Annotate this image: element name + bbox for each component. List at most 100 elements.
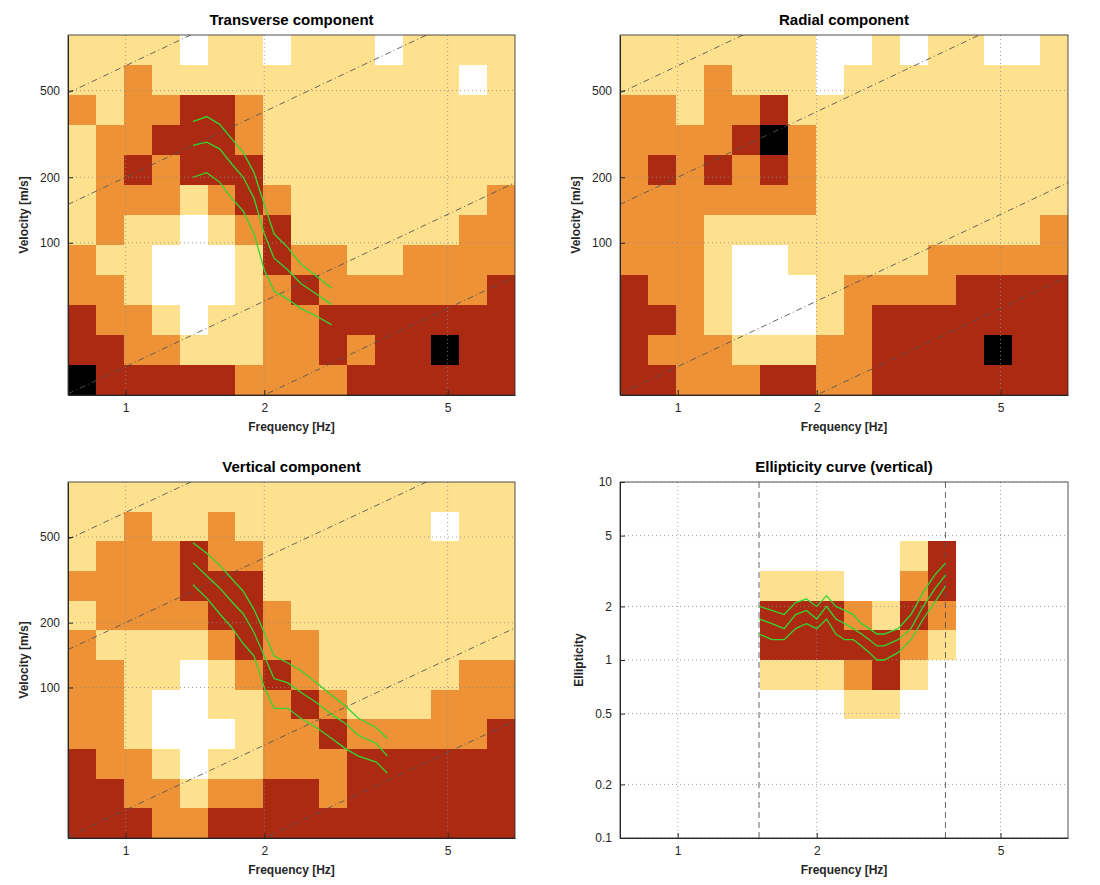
heatmap-cell [347, 719, 375, 749]
heatmap-cell [403, 601, 431, 631]
y-tick-mark [620, 660, 625, 661]
heatmap-cell [816, 541, 844, 571]
heatmap-cell [96, 690, 124, 720]
heatmap-cell [208, 779, 235, 809]
heatmap-cell [375, 512, 403, 542]
heatmap-cell [760, 305, 787, 335]
heatmap-cell [291, 660, 319, 690]
plot-frame [68, 482, 515, 838]
heatmap-cell [319, 779, 347, 809]
heatmap-cell [1012, 125, 1040, 155]
heatmap-cell [124, 125, 152, 155]
heatmap-cell [152, 215, 180, 245]
wavelength-line [68, 35, 515, 93]
heatmap-cell [648, 690, 676, 720]
heatmap-cell [844, 185, 872, 215]
heatmap-cell [788, 305, 816, 335]
heatmap-cell [124, 541, 152, 571]
x-axis: 125 [69, 833, 516, 858]
heatmap-cell [459, 808, 487, 838]
heatmap-cell [487, 482, 515, 512]
x-tick-mark [264, 833, 265, 838]
heatmap-cell [96, 125, 124, 155]
heatmap [620, 482, 1068, 838]
heatmap-cell [872, 185, 900, 215]
heatmap-cell [732, 749, 760, 779]
heatmap-cell [68, 245, 96, 275]
heatmap-cell [900, 275, 928, 305]
heatmap-cell [180, 275, 208, 305]
heatmap-cell [760, 512, 787, 542]
heatmap-cell [1012, 275, 1040, 305]
heatmap-cell [984, 779, 1012, 808]
heatmap-cell [676, 779, 704, 808]
y-tick: 5 [605, 529, 625, 543]
wavelength-line [68, 183, 515, 394]
x-tick-mark [1001, 833, 1002, 838]
heatmap-cell [319, 35, 347, 65]
heatmap-cell [403, 95, 431, 125]
heatmap-cell [124, 749, 152, 779]
heatmap-cell [347, 95, 375, 125]
y-axis-title: Velocity [m/s] [17, 176, 31, 253]
heatmap-cell [844, 779, 872, 808]
heatmap-cell [375, 65, 403, 95]
heatmap-cell [816, 185, 844, 215]
heatmap-cell [732, 155, 760, 185]
heatmap-cell [319, 749, 347, 779]
heatmap-cell [648, 35, 676, 65]
heatmap-cell [459, 482, 487, 512]
heatmap-cell [704, 660, 732, 690]
heatmap-cell [844, 660, 872, 690]
heatmap-cell [620, 541, 648, 571]
heatmap-cell [263, 365, 291, 395]
heatmap-cell [1012, 215, 1040, 245]
heatmap-cell [928, 779, 956, 808]
heatmap-cell [459, 719, 487, 749]
heatmap-cell [760, 95, 787, 125]
wavelength-line [620, 183, 1068, 394]
heatmap-cell [928, 335, 956, 365]
heatmap-cell [208, 482, 235, 512]
y-tick: 2 [605, 600, 625, 614]
heatmap-cell [152, 155, 180, 185]
heatmap-cell [487, 275, 515, 305]
heatmap-cell [263, 35, 291, 65]
heatmap-cell [648, 660, 676, 690]
heatmap-cell [900, 95, 928, 125]
heatmap-cell [96, 541, 124, 571]
x-tick-mark [1001, 390, 1002, 395]
heatmap-cell [459, 125, 487, 155]
heatmap-cell [347, 601, 375, 631]
x-grid-line [677, 35, 678, 395]
heatmap-cell [872, 35, 900, 65]
heatmap-cell [1012, 305, 1040, 335]
heatmap-cell [96, 95, 124, 125]
heatmap-cell [620, 512, 648, 542]
plot-background [68, 482, 515, 838]
heatmap-cell [263, 541, 291, 571]
y-grid-line [68, 90, 515, 91]
y-tick-label: 100 [40, 681, 60, 695]
x-tick: 5 [998, 390, 1005, 415]
heatmap-cell [816, 482, 844, 512]
heatmap-cell [208, 305, 235, 335]
x-tick-mark [126, 390, 127, 395]
heatmap-cell [431, 660, 459, 690]
y-tick: 500 [40, 530, 73, 544]
heatmap-cell [291, 65, 319, 95]
heatmap-cell [180, 215, 208, 245]
heatmap-cell [676, 125, 704, 155]
heatmap-cell [124, 245, 152, 275]
panel-title: Ellipticity curve (vertical) [755, 458, 933, 475]
heatmap-cell [375, 245, 403, 275]
heatmap-cell [1040, 660, 1068, 690]
y-tick: 0.5 [595, 707, 625, 721]
heatmap-cell [96, 275, 124, 305]
heatmap-cell [152, 65, 180, 95]
plot-background [620, 482, 1068, 838]
heatmap-cell [291, 601, 319, 631]
heatmap-cell [319, 125, 347, 155]
heatmap-cell [928, 185, 956, 215]
heatmap-cell [928, 482, 956, 512]
